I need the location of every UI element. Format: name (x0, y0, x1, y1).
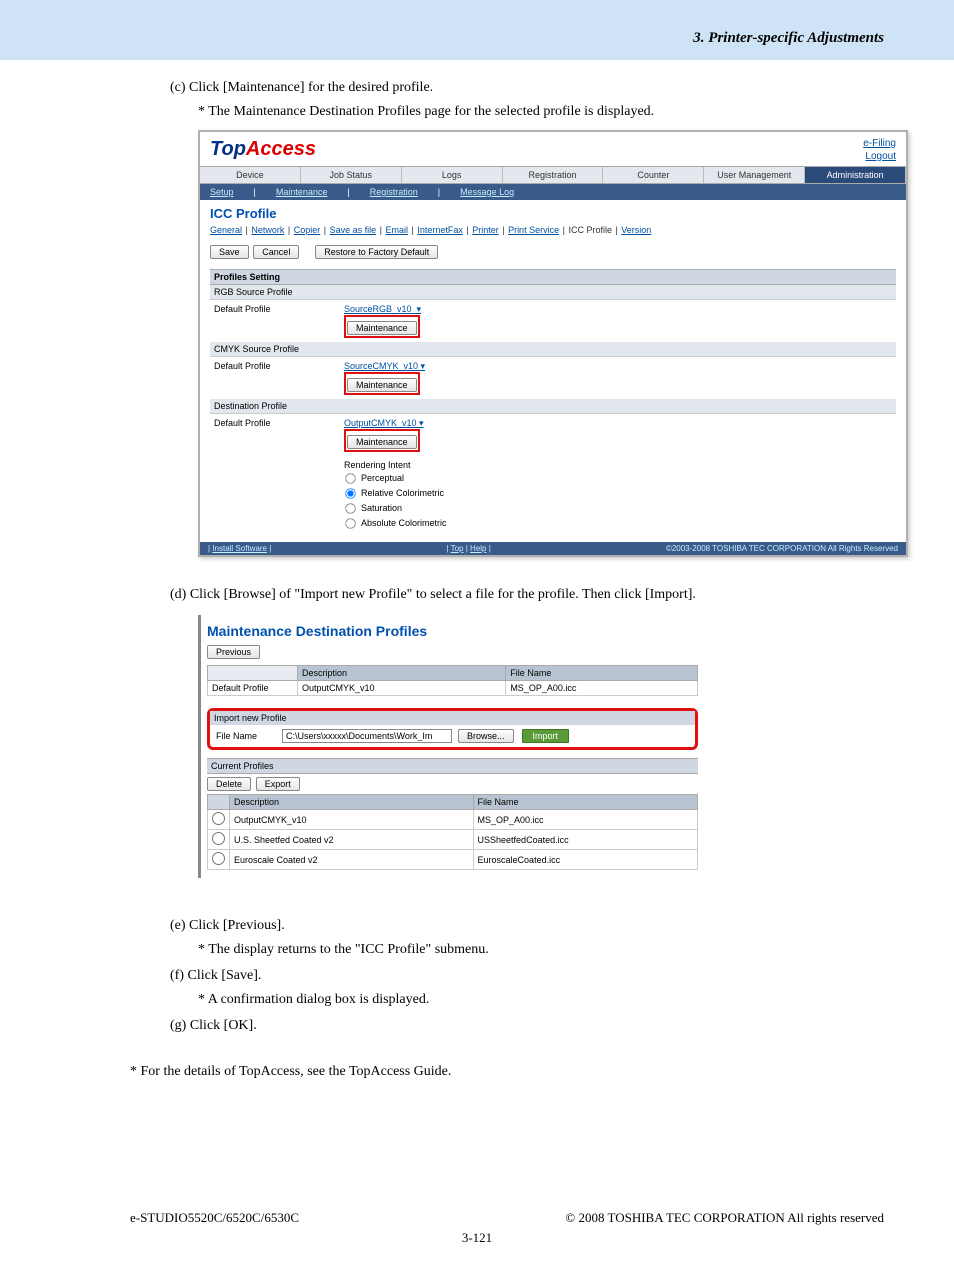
previous-button[interactable]: Previous (207, 645, 260, 659)
col-description: Description (298, 666, 506, 681)
icc-profile-title: ICC Profile (210, 206, 896, 221)
export-button[interactable]: Export (256, 777, 300, 791)
footer-help-link[interactable]: Help (470, 544, 486, 553)
radio-perceptual[interactable] (345, 473, 355, 483)
save-button[interactable]: Save (210, 245, 249, 259)
cancel-button[interactable]: Cancel (253, 245, 299, 259)
efiling-link[interactable]: e-Filing (863, 138, 896, 149)
step-f: (f) Click [Save]. (170, 968, 884, 984)
profile-radio-1[interactable] (212, 832, 225, 845)
col-filename: File Name (506, 666, 698, 681)
import-path-input[interactable] (282, 729, 452, 743)
section-header: 3. Printer-specific Adjustments (0, 0, 954, 47)
icc-sublinks: General | Network | Copier | Save as fil… (210, 225, 896, 235)
profile-radio-2[interactable] (212, 852, 225, 865)
tab-counter[interactable]: Counter (603, 167, 704, 183)
note-f: * A confirmation dialog box is displayed… (198, 992, 884, 1008)
subtab-maintenance[interactable]: Maintenance (276, 187, 328, 197)
final-note: * For the details of TopAccess, see the … (130, 1064, 884, 1080)
rgb-select[interactable]: SourceRGB_v10 ▾ (344, 304, 421, 314)
step-g: (g) Click [OK]. (170, 1018, 884, 1034)
default-profile-label: Default Profile (214, 304, 344, 314)
delete-button[interactable]: Delete (207, 777, 251, 791)
radio-absolute[interactable] (345, 518, 355, 528)
page-number: 3-121 (0, 1230, 954, 1246)
topaccess-logo: TopAccess (210, 138, 316, 161)
footer-copyright: © 2008 TOSHIBA TEC CORPORATION All right… (565, 1210, 884, 1226)
cmyk-maintenance-button[interactable]: Maintenance (347, 378, 417, 392)
col-description: Description (230, 795, 474, 810)
radio-relative[interactable] (345, 488, 355, 498)
dest-select[interactable]: OutputCMYK_v10 ▾ (344, 418, 424, 428)
import-new-profile-bar: Import new Profile (210, 711, 695, 725)
row-default-desc: OutputCMYK_v10 (298, 681, 506, 696)
rgb-maintenance-button[interactable]: Maintenance (347, 321, 417, 335)
subtab-msglog[interactable]: Message Log (460, 187, 514, 197)
footer-model: e-STUDIO5520C/6520C/6530C (130, 1210, 299, 1226)
col-filename: File Name (473, 795, 697, 810)
tab-registration[interactable]: Registration (503, 167, 604, 183)
filename-label: File Name (216, 731, 276, 741)
mdp-title: Maintenance Destination Profiles (207, 623, 698, 639)
rendering-intent-label: Rendering Intent (344, 460, 892, 470)
default-profile-label: Default Profile (214, 418, 344, 428)
step-d: (d) Click [Browse] of "Import new Profil… (170, 587, 884, 603)
tab-admin[interactable]: Administration (805, 167, 906, 183)
tab-usermgmt[interactable]: User Management (704, 167, 805, 183)
mdp-screenshot: Maintenance Destination Profiles Previou… (198, 615, 698, 878)
radio-saturation[interactable] (345, 503, 355, 513)
profile-radio-0[interactable] (212, 812, 225, 825)
table-row: Euroscale Coated v2 (230, 850, 474, 870)
default-profile-label: Default Profile (214, 361, 344, 371)
subtab-registration[interactable]: Registration (370, 187, 418, 197)
current-profiles-bar: Current Profiles (207, 758, 698, 774)
tab-device[interactable]: Device (200, 167, 301, 183)
destination-bar: Destination Profile (210, 399, 896, 414)
subtab-setup[interactable]: Setup (200, 184, 244, 200)
tab-jobstatus[interactable]: Job Status (301, 167, 402, 183)
browse-button[interactable]: Browse... (458, 729, 514, 743)
topaccess-screenshot: TopAccess e-Filing Logout Device Job Sta… (198, 130, 908, 557)
install-software-link[interactable]: Install Software (212, 544, 267, 553)
cmyk-source-bar: CMYK Source Profile (210, 342, 896, 357)
profiles-setting-bar: Profiles Setting (210, 269, 896, 285)
step-c: (c) Click [Maintenance] for the desired … (170, 80, 884, 96)
rgb-source-bar: RGB Source Profile (210, 285, 896, 300)
restore-button[interactable]: Restore to Factory Default (315, 245, 438, 259)
row-default-label: Default Profile (208, 681, 298, 696)
import-button[interactable]: Import (522, 729, 570, 743)
main-tabs: Device Job Status Logs Registration Coun… (200, 166, 906, 184)
logout-link[interactable]: Logout (863, 151, 896, 162)
sub-tabs: Setup | Maintenance | Registration | Mes… (200, 184, 906, 200)
footer-copyright: ©2003-2008 TOSHIBA TEC CORPORATION All R… (666, 544, 898, 553)
table-row: OutputCMYK_v10 (230, 810, 474, 830)
footer-top-link[interactable]: Top (451, 544, 464, 553)
row-default-file: MS_OP_A00.icc (506, 681, 698, 696)
import-highlight-box: Import new Profile File Name Browse... I… (207, 708, 698, 750)
note-e: * The display returns to the "ICC Profil… (198, 942, 884, 958)
note-c: * The Maintenance Destination Profiles p… (198, 104, 884, 120)
dest-maintenance-button[interactable]: Maintenance (347, 435, 417, 449)
cmyk-select[interactable]: SourceCMYK_v10 ▾ (344, 361, 425, 371)
table-row: U.S. Sheetfed Coated v2 (230, 830, 474, 850)
step-e: (e) Click [Previous]. (170, 918, 884, 934)
tab-logs[interactable]: Logs (402, 167, 503, 183)
